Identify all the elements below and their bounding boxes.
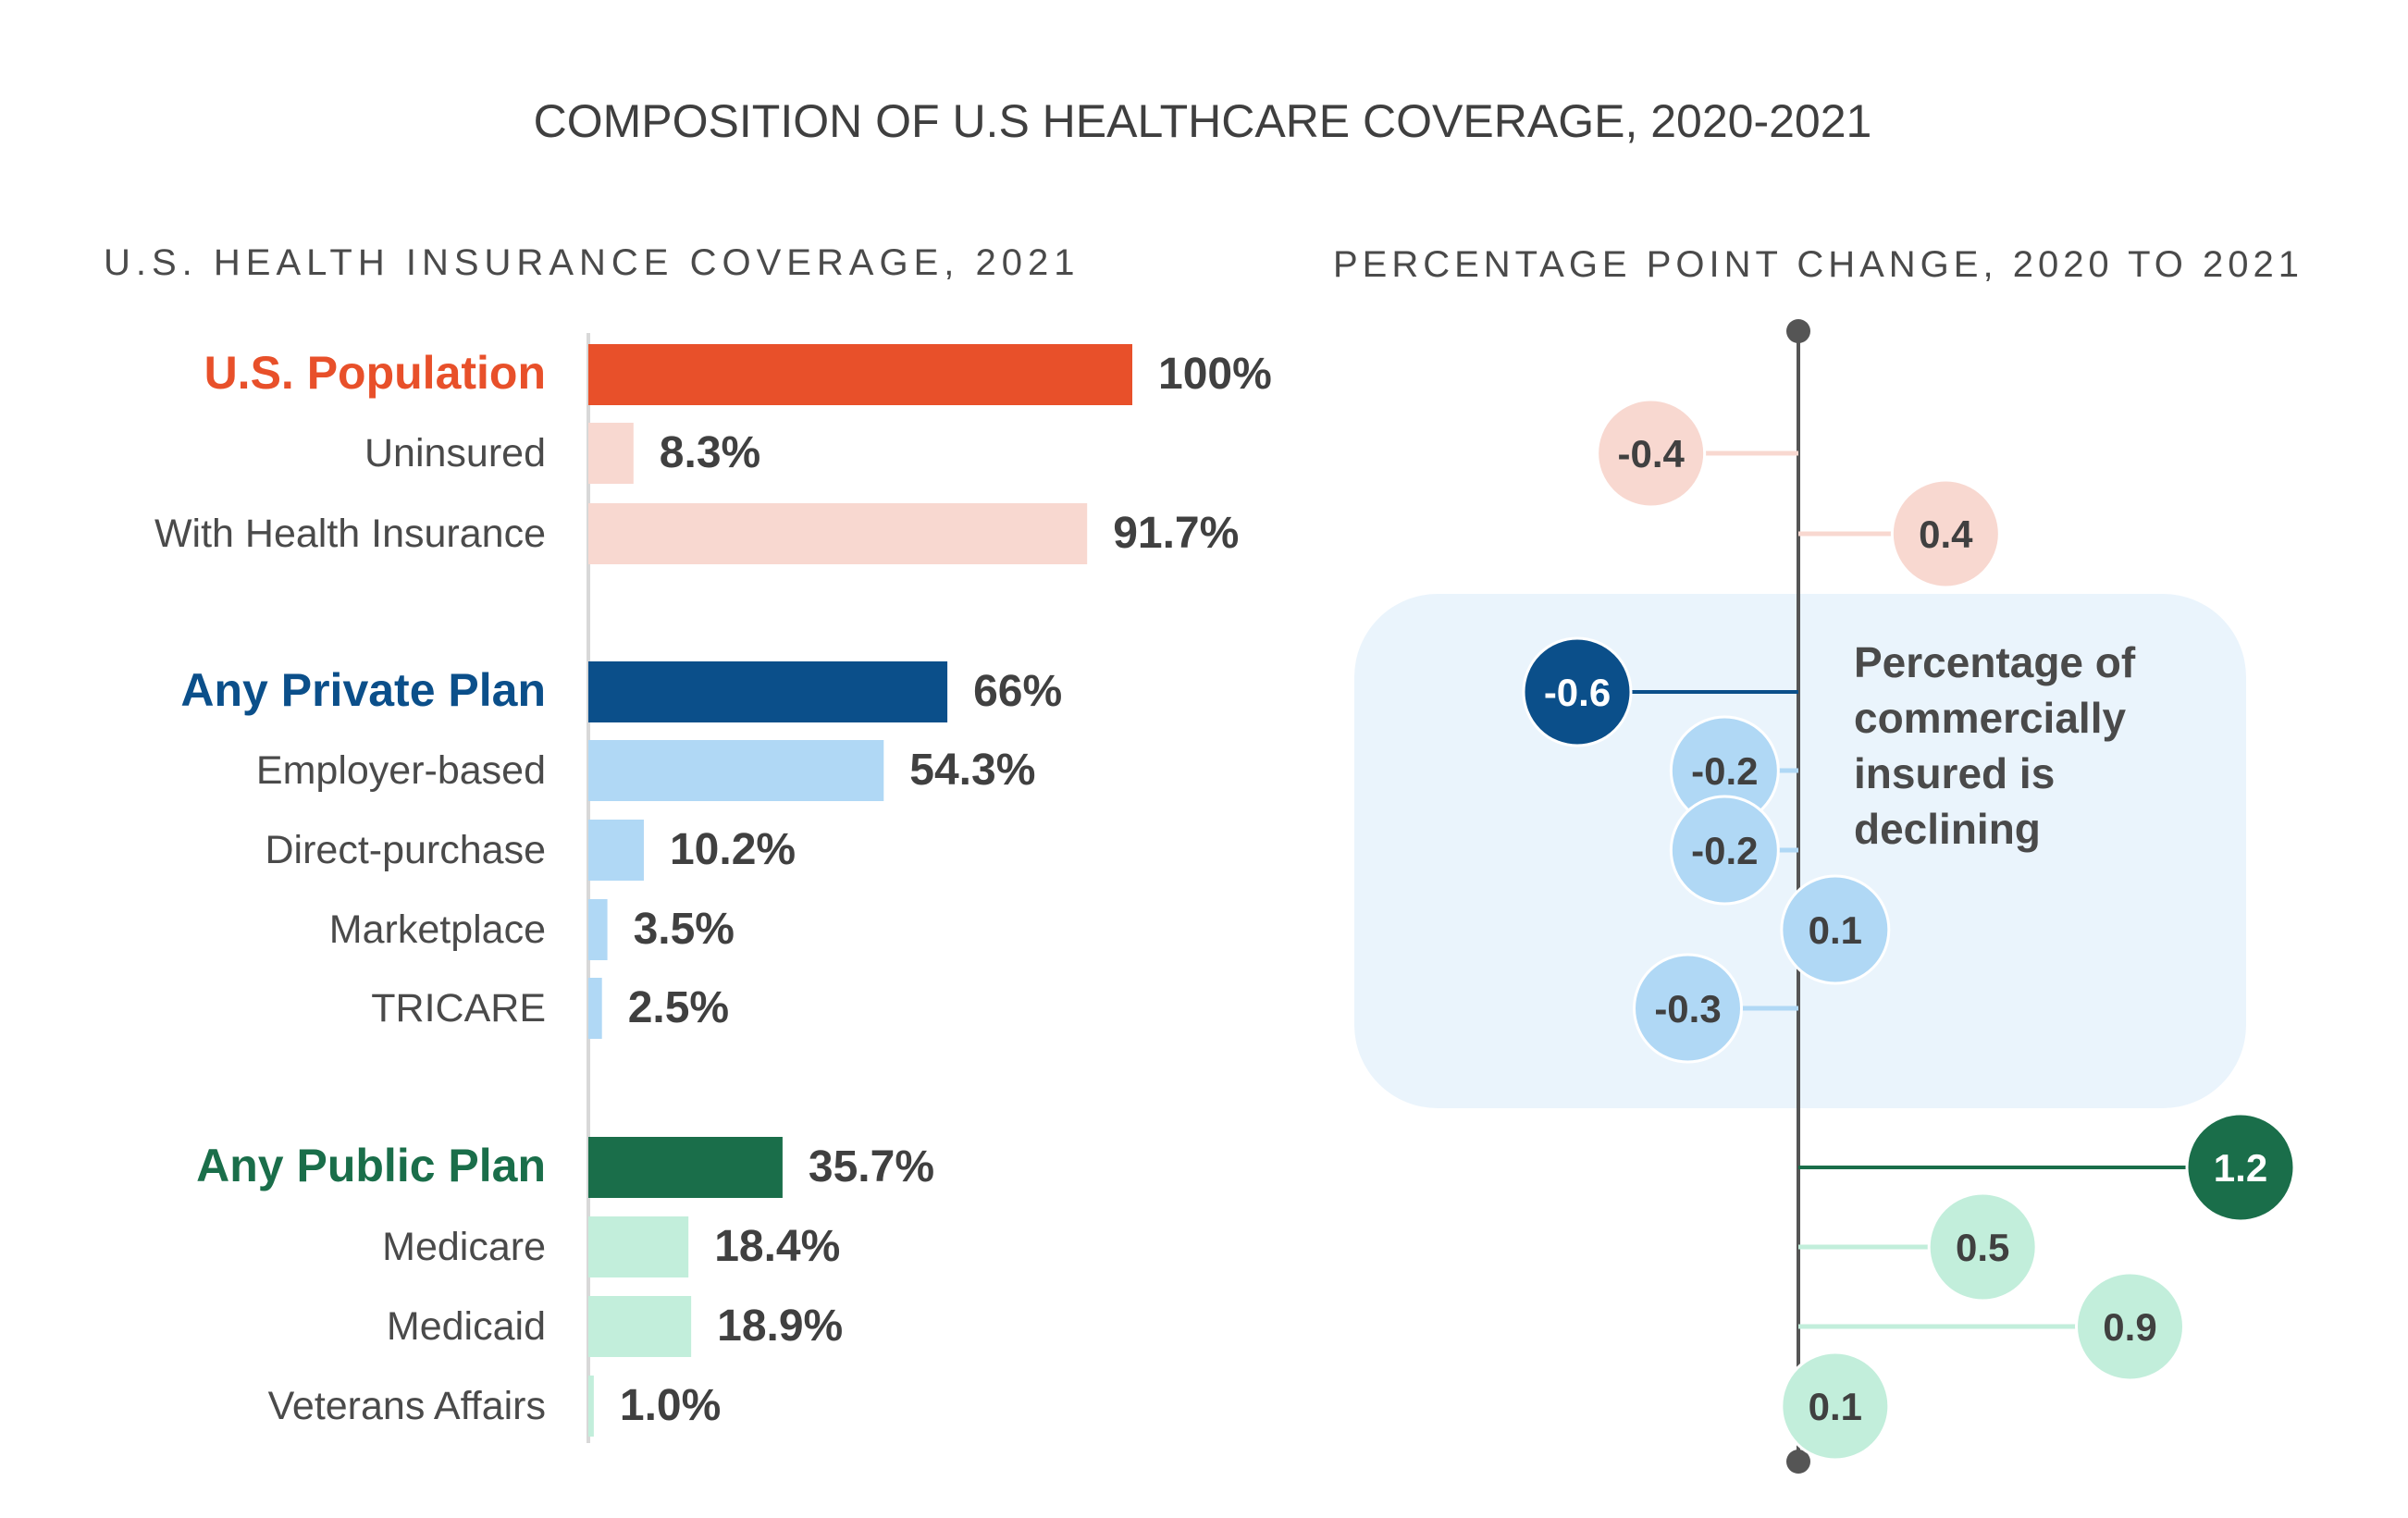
bar-value-employer-based: 54.3% <box>909 746 1035 795</box>
point-uninsured <box>1596 398 1707 509</box>
change-lollipop-chart: Percentage of commercially insured is decli… <box>1354 319 2296 1474</box>
bar-label-any-public-plan: Any Public Plan <box>196 1140 546 1191</box>
bar-label-medicare: Medicare <box>382 1225 546 1269</box>
annotation-text-line: insured is <box>1854 749 2055 797</box>
bar-label-veterans-affairs: Veterans Affairs <box>268 1384 546 1428</box>
point-label-medicare: 0.5 <box>1956 1226 2009 1269</box>
point-label-any-public-plan: 1.2 <box>2214 1146 2267 1190</box>
annotation-text-line: declining <box>1854 805 2041 853</box>
point-label-any-private-plan: -0.6 <box>1544 671 1611 714</box>
bar-label-marketplace: Marketplace <box>329 907 546 952</box>
bar-value-uninsured: 8.3% <box>660 428 760 477</box>
bar-label-tricare: TRICARE <box>371 986 546 1031</box>
bar-label-employer-based: Employer-based <box>256 748 546 793</box>
right-panel-title: PERCENTAGE POINT CHANGE, 2020 TO 2021 <box>1333 244 2303 285</box>
bar-any-public-plan <box>588 1137 783 1198</box>
bar-value-any-private-plan: 66% <box>973 667 1062 716</box>
figure-title: COMPOSITION OF U.S HEALTHCARE COVERAGE, … <box>534 95 1872 147</box>
bar-value-with-health-insurance: 91.7% <box>1113 509 1239 558</box>
bar-value-u-s-population: 100% <box>1158 350 1272 399</box>
bar-label-direct-purchase: Direct-purchase <box>265 828 547 872</box>
bar-medicaid <box>588 1296 692 1357</box>
bar-label-u-s-population: U.S. Population <box>204 347 546 399</box>
point-label-with-health-insurance: 0.4 <box>1919 512 1973 556</box>
point-marketplace <box>1780 874 1891 985</box>
point-veterans-affairs <box>1780 1351 1891 1462</box>
zero-axis-top-dot <box>1786 319 1810 343</box>
bar-value-direct-purchase: 10.2% <box>670 825 796 874</box>
point-label-uninsured: -0.4 <box>1617 432 1685 475</box>
bar-value-medicare: 18.4% <box>714 1222 840 1271</box>
point-medicaid <box>2075 1271 2185 1382</box>
point-label-employer-based: -0.2 <box>1691 749 1758 793</box>
bar-label-any-private-plan: Any Private Plan <box>180 664 546 716</box>
bar-value-veterans-affairs: 1.0% <box>620 1381 721 1430</box>
bar-label-with-health-insurance: With Health Insurance <box>154 512 546 556</box>
bar-value-medicaid: 18.9% <box>717 1302 843 1351</box>
bar-any-private-plan <box>588 661 948 722</box>
bar-value-tricare: 2.5% <box>628 983 729 1032</box>
point-label-tricare: -0.3 <box>1654 987 1721 1031</box>
coverage-bar-chart: U.S. Population 100% Uninsured 8.3% With Hea… <box>154 333 1272 1443</box>
point-label-marketplace: 0.1 <box>1809 908 1862 952</box>
point-medicare <box>1927 1191 2038 1302</box>
annotation-text-line: commercially <box>1854 694 2126 742</box>
bar-employer-based <box>588 740 884 801</box>
bar-uninsured <box>588 423 634 484</box>
point-label-veterans-affairs: 0.1 <box>1809 1385 1862 1428</box>
bar-with-health-insurance <box>588 503 1088 564</box>
left-panel-title: U.S. HEALTH INSURANCE COVERAGE, 2021 <box>104 242 1081 283</box>
bar-veterans-affairs <box>588 1376 594 1437</box>
zero-axis-bottom-dot <box>1786 1450 1810 1474</box>
bar-label-medicaid: Medicaid <box>387 1304 546 1349</box>
bar-label-uninsured: Uninsured <box>364 431 546 475</box>
bar-value-marketplace: 3.5% <box>634 905 735 954</box>
point-with-health-insurance <box>1890 478 2001 589</box>
bar-direct-purchase <box>588 820 644 881</box>
point-tricare <box>1633 953 1743 1064</box>
bar-u-s-population <box>588 344 1132 405</box>
point-label-direct-purchase: -0.2 <box>1691 829 1758 872</box>
point-label-medicaid: 0.9 <box>2103 1305 2156 1349</box>
point-direct-purchase <box>1669 795 1780 906</box>
annotation-text-line: Percentage of <box>1854 638 2136 686</box>
point-any-public-plan <box>2185 1112 2296 1223</box>
bar-medicare <box>588 1216 689 1277</box>
point-any-private-plan <box>1522 636 1633 747</box>
bar-tricare <box>588 978 602 1039</box>
bar-marketplace <box>588 899 608 960</box>
bar-value-any-public-plan: 35.7% <box>809 1142 934 1191</box>
